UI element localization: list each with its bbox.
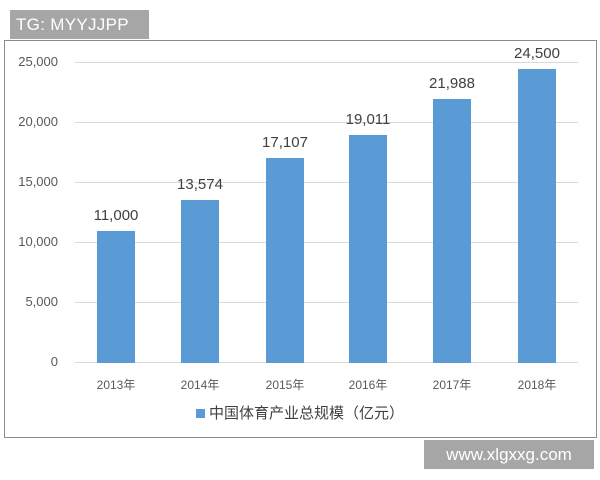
data-label: 24,500 xyxy=(514,45,560,62)
y-tick-label: 25,000 xyxy=(18,54,58,69)
plot-area xyxy=(75,62,578,363)
gridline xyxy=(75,122,578,123)
watermark-bottom: www.xlgxxg.com xyxy=(424,440,594,469)
gridline xyxy=(75,302,578,303)
data-label: 11,000 xyxy=(93,207,139,224)
x-tick-label: 2015年 xyxy=(265,378,305,392)
data-label: 17,107 xyxy=(262,134,308,151)
x-tick-label: 2016年 xyxy=(348,378,388,392)
legend: 中国体育产业总规模（亿元） xyxy=(0,402,600,423)
data-label: 19,011 xyxy=(345,111,391,128)
bar-2018 xyxy=(518,69,556,363)
x-tick-label: 2013年 xyxy=(96,378,136,392)
bar-2014 xyxy=(181,200,219,363)
watermark-top: TG: MYYJJPP xyxy=(10,10,149,39)
gridline xyxy=(75,62,578,63)
bar-2015 xyxy=(266,158,304,363)
y-tick-label: 15,000 xyxy=(18,174,58,189)
legend-label: 中国体育产业总规模（亿元） xyxy=(208,405,404,422)
data-label: 13,574 xyxy=(177,176,223,193)
y-tick-label: 0 xyxy=(50,354,58,369)
bar-2013 xyxy=(97,231,135,363)
x-axis-line xyxy=(75,362,578,363)
y-tick-label: 10,000 xyxy=(18,234,58,249)
data-label: 21,988 xyxy=(429,75,475,92)
x-tick-label: 2018年 xyxy=(517,378,557,392)
bar-2017 xyxy=(433,99,471,363)
y-tick-label: 20,000 xyxy=(18,114,58,129)
x-tick-label: 2017年 xyxy=(432,378,472,392)
gridline xyxy=(75,242,578,243)
gridline xyxy=(75,182,578,183)
legend-swatch-icon xyxy=(195,408,205,418)
x-tick-label: 2014年 xyxy=(180,378,220,392)
y-tick-label: 5,000 xyxy=(25,294,58,309)
bar-2016 xyxy=(349,135,387,363)
